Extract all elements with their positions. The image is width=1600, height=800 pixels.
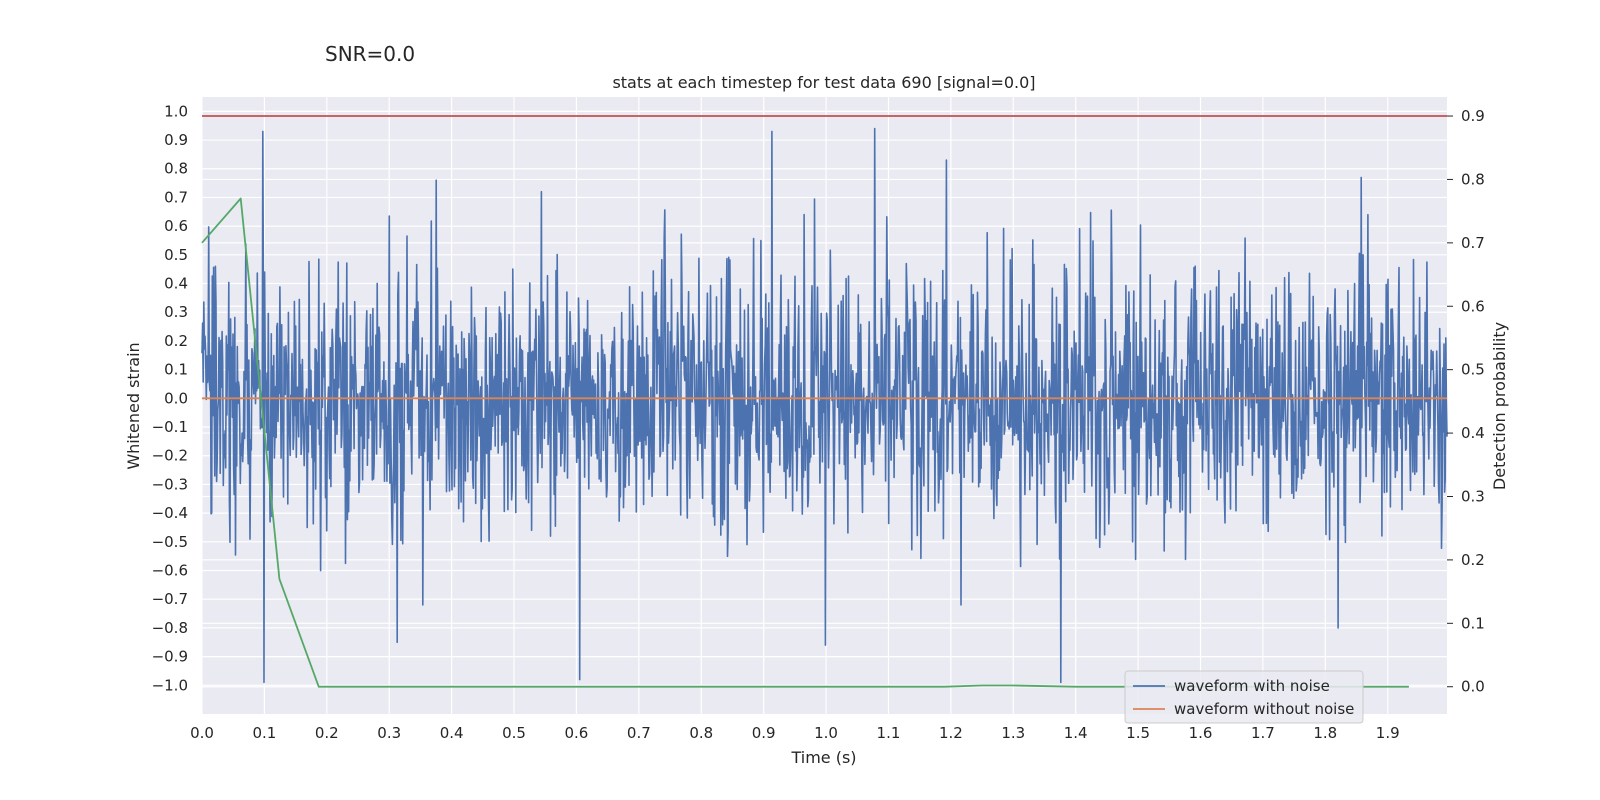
y-tick-label: −0.5: [152, 533, 188, 551]
x-tick-label: 0.5: [502, 724, 526, 742]
legend-box: [1124, 670, 1364, 724]
x-tick-label: 0.6: [565, 724, 589, 742]
x-tick-label: 0.9: [752, 724, 776, 742]
y-axis-ticks: 1.0 0.9 0.8 0.7 0.6 0.5 0.4 0.3 0.2 0.1 0.0 −0.1 −0.…: [152, 102, 188, 694]
y2-tick-label: 0.3: [1461, 487, 1485, 505]
y-tick-label: 0.8: [164, 160, 188, 178]
legend-label: waveform with noise: [1174, 677, 1330, 695]
y-tick-label: −0.4: [152, 504, 188, 522]
y-tick-label: −0.1: [152, 418, 188, 436]
x-tick-label: 0.2: [315, 724, 339, 742]
series-line-waveform-with-noise: [201, 127, 1448, 684]
x-tick-label: 1.1: [877, 724, 901, 742]
y-tick-label: 0.6: [164, 217, 188, 235]
legend-label: waveform without noise: [1174, 700, 1354, 718]
y2-axis-ticks: 0.9 0.8 0.7 0.6 0.5 0.4 0.3 0.2 0.1 0.0: [1447, 107, 1485, 696]
x-tick-label: 0.1: [252, 724, 276, 742]
y2-tick-label: 0.2: [1461, 551, 1485, 569]
y-tick-label: 0.5: [164, 246, 188, 264]
x-axis-label: Time (s): [790, 748, 856, 767]
x-tick-label: 0.8: [689, 724, 713, 742]
y2-axis-label: Detection probability: [1490, 322, 1509, 490]
y-tick-label: −0.3: [152, 475, 188, 493]
y-tick-label: −0.6: [152, 562, 188, 580]
y2-tick-label: 0.1: [1461, 614, 1485, 632]
y2-tick-label: 0.6: [1461, 297, 1485, 315]
suptitle: SNR=0.0: [325, 42, 415, 66]
y2-tick-label: 0.8: [1461, 170, 1485, 188]
y-tick-label: 0.2: [164, 332, 188, 350]
chart-title: stats at each timestep for test data 690…: [612, 73, 1035, 92]
x-tick-label: 1.2: [939, 724, 963, 742]
y-tick-label: 0.4: [164, 275, 188, 293]
y-tick-label: 1.0: [164, 102, 188, 120]
y-tick-label: −0.2: [152, 447, 188, 465]
y-tick-label: −0.7: [152, 590, 188, 608]
x-tick-label: 1.5: [1126, 724, 1150, 742]
y2-tick-label: 0.4: [1461, 424, 1485, 442]
y-tick-label: −0.9: [152, 648, 188, 666]
y2-tick-label: 0.7: [1461, 234, 1485, 252]
x-tick-label: 1.9: [1376, 724, 1400, 742]
y-tick-label: 0.1: [164, 361, 188, 379]
x-tick-label: 1.8: [1313, 724, 1337, 742]
legend: waveform with noise waveform without nois…: [1124, 670, 1364, 724]
x-tick-label: 1.7: [1251, 724, 1275, 742]
x-tick-label: 0.4: [440, 724, 464, 742]
x-tick-label: 0.7: [627, 724, 651, 742]
x-tick-label: 1.0: [814, 724, 838, 742]
x-tick-label: 0.3: [377, 724, 401, 742]
y-tick-label: 0.9: [164, 131, 188, 149]
x-tick-label: 0.0: [190, 724, 214, 742]
x-tick-label: 1.3: [1001, 724, 1025, 742]
y-tick-label: 0.3: [164, 303, 188, 321]
y-axis-label: Whitened strain: [124, 342, 143, 469]
y-tick-label: 0.0: [164, 389, 188, 407]
y2-tick-label: 0.9: [1461, 107, 1485, 125]
y-tick-label: −0.8: [152, 619, 188, 637]
y-tick-label: −1.0: [152, 676, 188, 694]
x-axis-ticks: 0.0 0.1 0.2 0.3 0.4 0.5 0.6 0.7 0.8 0.9 1.0 1.1 1.2 1…: [190, 724, 1400, 742]
x-tick-label: 1.6: [1189, 724, 1213, 742]
y-tick-label: 0.7: [164, 188, 188, 206]
y2-tick-label: 0.0: [1461, 678, 1485, 696]
y2-tick-label: 0.5: [1461, 361, 1485, 379]
x-tick-label: 1.4: [1064, 724, 1088, 742]
